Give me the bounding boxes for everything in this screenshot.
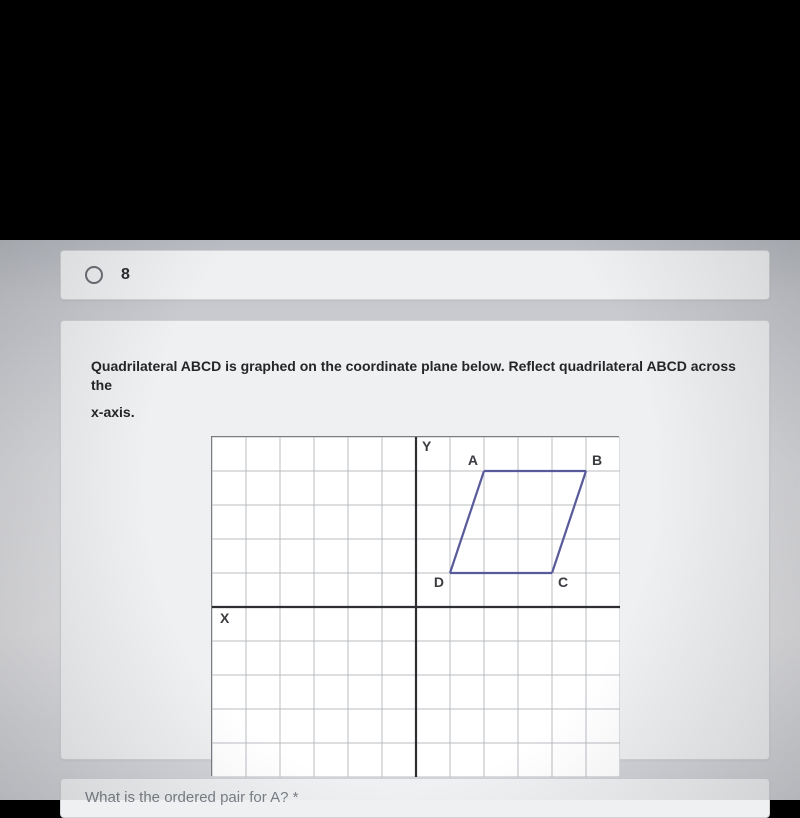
- question-text-line1: Quadrilateral ABCD is graphed on the coo…: [91, 357, 739, 395]
- next-question-text: What is the ordered pair for A? *: [85, 789, 745, 806]
- svg-text:A: A: [468, 452, 478, 468]
- letterbox-top: [0, 0, 800, 245]
- question-text-line2: x-axis.: [91, 403, 739, 422]
- next-question-card: What is the ordered pair for A? *: [60, 778, 770, 818]
- radio-option[interactable]: [85, 266, 103, 284]
- svg-text:D: D: [434, 574, 444, 590]
- svg-text:X: X: [220, 610, 230, 626]
- grid-svg: Y X A B C D: [212, 437, 620, 777]
- question-card: Quadrilateral ABCD is graphed on the coo…: [60, 320, 770, 760]
- previous-question-card: 8: [60, 250, 770, 300]
- coordinate-grid: Y X A B C D: [211, 436, 619, 776]
- radio-label: 8: [121, 266, 130, 284]
- svg-text:C: C: [558, 574, 568, 590]
- svg-text:B: B: [592, 452, 602, 468]
- svg-text:Y: Y: [422, 438, 432, 454]
